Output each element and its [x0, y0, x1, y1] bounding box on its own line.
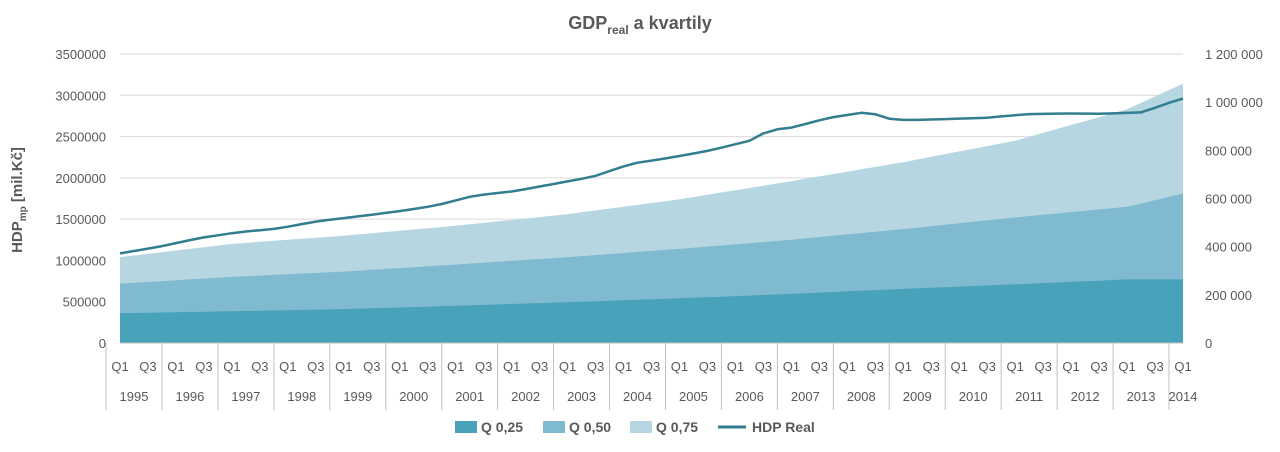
x-year-label: 1996 [175, 389, 204, 404]
x-quarter-label: Q1 [839, 359, 856, 374]
legend-label: Q 0,25 [481, 419, 523, 435]
legend-label: HDP Real [752, 419, 815, 435]
y-left-tick-label: 3500000 [55, 47, 106, 62]
x-quarter-label: Q3 [307, 359, 324, 374]
y-left-tick-label: 3000000 [55, 88, 106, 103]
x-quarter-label: Q3 [867, 359, 884, 374]
y-left-tick-label: 2000000 [55, 171, 106, 186]
area-series [120, 83, 1183, 343]
x-year-label: 2001 [455, 389, 484, 404]
x-quarter-label: Q3 [923, 359, 940, 374]
x-year-label: 1998 [287, 389, 316, 404]
x-year-label: 2008 [847, 389, 876, 404]
y-left-tick-label: 1000000 [55, 253, 106, 268]
y-left-tick-label: 0 [99, 336, 106, 351]
x-year-label: 2012 [1071, 389, 1100, 404]
legend-swatch [455, 421, 477, 433]
x-quarter-label: Q3 [1034, 359, 1051, 374]
legend: Q 0,25 Q 0,50 Q 0,75 HDP Real [455, 419, 815, 435]
x-quarter-label: Q1 [391, 359, 408, 374]
x-quarter-label: Q3 [251, 359, 268, 374]
x-quarter-label: Q3 [1090, 359, 1107, 374]
x-quarter-label: Q1 [951, 359, 968, 374]
x-year-label: 2000 [399, 389, 428, 404]
x-year-label: 1995 [120, 389, 149, 404]
legend-label: Q 0,50 [569, 419, 611, 435]
x-quarter-label: Q1 [615, 359, 632, 374]
x-quarter-label: Q3 [755, 359, 772, 374]
y-left-tick-label: 500000 [63, 295, 106, 310]
x-year-label: 2007 [791, 389, 820, 404]
x-quarter-label: Q1 [671, 359, 688, 374]
x-quarter-label: Q1 [559, 359, 576, 374]
x-quarter-label: Q3 [419, 359, 436, 374]
legend-label: Q 0,75 [656, 419, 698, 435]
x-quarter-label: Q1 [1118, 359, 1135, 374]
x-year-label: 2005 [679, 389, 708, 404]
legend-swatch [543, 421, 565, 433]
y-right-tick-label: 1 200 000 [1205, 47, 1263, 62]
chart-title: GDPreal a kvartily [568, 13, 711, 37]
x-year-label: 2010 [959, 389, 988, 404]
x-quarter-label: Q1 [223, 359, 240, 374]
x-quarter-label: Q1 [279, 359, 296, 374]
x-year-label: 2002 [511, 389, 540, 404]
x-quarter-label: Q3 [139, 359, 156, 374]
area-q-0-25 [120, 279, 1183, 343]
x-year-label: 2013 [1127, 389, 1156, 404]
x-quarter-label: Q1 [1174, 359, 1191, 374]
x-year-label: 2003 [567, 389, 596, 404]
x-quarter-label: Q1 [1062, 359, 1079, 374]
y-left-tick-label: 1500000 [55, 212, 106, 227]
x-quarter-label: Q3 [1146, 359, 1163, 374]
x-year-label: 1997 [231, 389, 260, 404]
x-year-label: 2009 [903, 389, 932, 404]
y-left-tick-label: 2500000 [55, 130, 106, 145]
x-quarter-label: Q1 [335, 359, 352, 374]
x-quarter-label: Q3 [979, 359, 996, 374]
x-quarter-label: Q1 [503, 359, 520, 374]
x-year-label: 2014 [1169, 389, 1198, 404]
x-quarter-label: Q3 [587, 359, 604, 374]
y-right-tick-label: 1 000 000 [1205, 95, 1263, 110]
x-quarter-label: Q3 [643, 359, 660, 374]
x-quarter-label: Q1 [895, 359, 912, 374]
line-hdp-real [119, 97, 1184, 255]
y-axis-label: HDPmp [mil.Kč] [9, 147, 29, 253]
x-quarter-label: Q1 [727, 359, 744, 374]
y-right-tick-label: 200 000 [1205, 288, 1252, 303]
x-quarter-label: Q3 [195, 359, 212, 374]
x-quarter-label: Q1 [111, 359, 128, 374]
x-quarter-label: Q1 [447, 359, 464, 374]
x-quarter-label: Q3 [699, 359, 716, 374]
x-quarter-label: Q3 [363, 359, 380, 374]
x-quarter-label: Q1 [1006, 359, 1023, 374]
x-quarter-label: Q1 [167, 359, 184, 374]
x-year-label: 2006 [735, 389, 764, 404]
y-right-tick-label: 600 000 [1205, 192, 1252, 207]
x-quarter-label: Q3 [811, 359, 828, 374]
axes: 0 500000 1000000 1500000 2000000 2500000 30000… [55, 47, 1263, 410]
y-right-tick-label: 0 [1205, 336, 1212, 351]
y-right-tick-label: 800 000 [1205, 143, 1252, 158]
x-year-label: 2004 [623, 389, 652, 404]
x-quarter-label: Q1 [783, 359, 800, 374]
x-quarter-label: Q3 [475, 359, 492, 374]
x-year-label: 2011 [1015, 389, 1043, 404]
y-right-tick-label: 400 000 [1205, 240, 1252, 255]
legend-swatch [630, 421, 652, 433]
x-quarter-label: Q3 [531, 359, 548, 374]
line-series [119, 97, 1184, 255]
x-year-label: 1999 [343, 389, 372, 404]
